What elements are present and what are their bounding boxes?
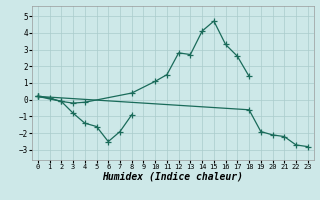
X-axis label: Humidex (Indice chaleur): Humidex (Indice chaleur): [102, 172, 243, 182]
